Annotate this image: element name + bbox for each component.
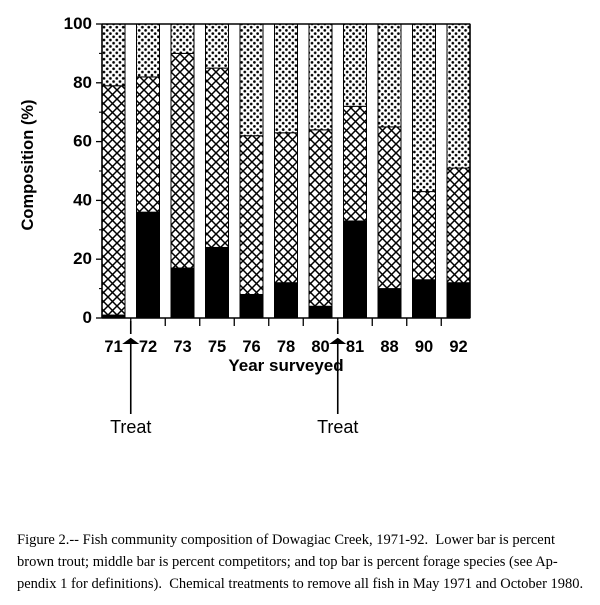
- svg-text:80: 80: [311, 338, 329, 356]
- svg-text:71: 71: [104, 338, 122, 356]
- svg-text:88: 88: [380, 338, 398, 356]
- svg-text:81: 81: [346, 338, 364, 356]
- svg-text:75: 75: [208, 338, 226, 356]
- svg-text:90: 90: [415, 338, 433, 356]
- svg-text:78: 78: [277, 338, 295, 356]
- svg-text:72: 72: [139, 338, 157, 356]
- svg-text:20: 20: [73, 249, 92, 268]
- svg-text:Treat: Treat: [110, 417, 151, 437]
- svg-text:73: 73: [173, 338, 191, 356]
- svg-text:60: 60: [73, 132, 92, 151]
- svg-text:Composition (%): Composition (%): [19, 99, 37, 230]
- svg-text:Treat: Treat: [317, 417, 358, 437]
- svg-text:100: 100: [64, 14, 92, 33]
- svg-text:92: 92: [449, 338, 467, 356]
- svg-text:Year surveyed: Year surveyed: [228, 356, 343, 375]
- svg-text:80: 80: [73, 73, 92, 92]
- svg-text:40: 40: [73, 190, 92, 209]
- svg-text:0: 0: [83, 308, 92, 327]
- svg-text:76: 76: [242, 338, 260, 356]
